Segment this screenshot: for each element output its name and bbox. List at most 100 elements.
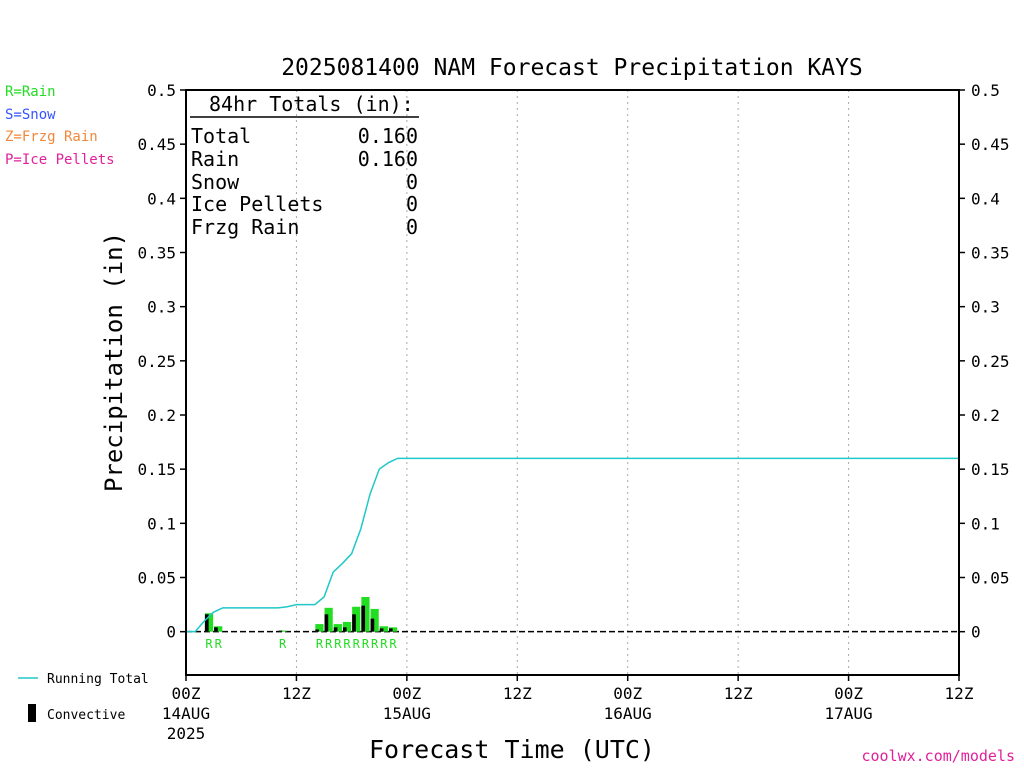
legend-snow: S=Snow xyxy=(5,107,56,123)
precip-type-code: R xyxy=(325,637,333,651)
running-total-line xyxy=(186,457,959,633)
credit-text: coolwx.com/models xyxy=(861,747,1015,765)
x-tick-label: 00Z xyxy=(613,684,642,703)
legend-frzg-rain: Z=Frzg Rain xyxy=(5,129,98,145)
totals-box: 84hr Totals (in): Total 0.160 Rain 0.160… xyxy=(190,92,419,239)
convective-bar xyxy=(333,627,338,632)
convective-bar xyxy=(379,628,384,632)
precip-bar xyxy=(315,624,324,632)
y-tick-label-left: 0 xyxy=(166,623,176,642)
legend-ice-pellets: P=Ice Pellets xyxy=(5,152,115,168)
precip-type-code: R xyxy=(279,637,287,651)
y-tick-label-right: 0 xyxy=(971,623,981,642)
precip-bar xyxy=(214,626,223,632)
precip-bar xyxy=(324,607,333,632)
precip-type-code: R xyxy=(389,637,397,651)
convective-bar xyxy=(388,628,393,632)
precip-bar xyxy=(388,627,398,632)
x-tick-label: 12Z xyxy=(503,684,532,703)
y-tick-label-left: 0.45 xyxy=(137,135,176,154)
chart-title: 2025081400 NAM Forecast Precipitation KA… xyxy=(281,55,863,81)
x-tick-date: 14AUG xyxy=(162,704,210,723)
vertical-gridlines xyxy=(295,90,850,675)
precip-type-code: R xyxy=(380,637,388,651)
precip-type-code: R xyxy=(334,637,342,651)
convective-bar xyxy=(214,627,218,632)
totals-header: 84hr Totals (in): xyxy=(209,92,414,116)
y-axis-label: Precipitation (in) xyxy=(100,232,128,492)
x-tick-label: 12Z xyxy=(945,684,974,703)
y-axis: 0 00.05 0.050.1 0.10.15 0.150.2 0.20.25 0.250.… xyxy=(137,81,1009,642)
convective-bar xyxy=(315,629,320,632)
precip-bar xyxy=(370,608,379,632)
plot-frame xyxy=(185,89,960,676)
x-tick-label: 12Z xyxy=(724,684,753,703)
precip-type-code: R xyxy=(362,637,370,651)
precip-type-legend: R=Rain S=Snow Z=Frzg Rain P=Ice Pellets xyxy=(5,84,115,168)
convective-bar xyxy=(370,618,375,632)
y-tick-label-left: 0.35 xyxy=(137,244,176,263)
y-tick-label-left: 0.2 xyxy=(147,406,176,425)
totals-label-snow: Snow xyxy=(191,170,240,194)
precip-bar xyxy=(342,621,352,632)
x-tick-date: 15AUG xyxy=(383,704,431,723)
precip-type-code: R xyxy=(371,637,379,651)
precip-bar xyxy=(278,630,287,632)
precip-type-code: R xyxy=(343,637,351,651)
convective-bar xyxy=(361,605,366,632)
convective-bar xyxy=(342,627,347,632)
precip-type-code: R xyxy=(316,637,324,651)
precip-bar xyxy=(204,613,214,632)
series-key: Running Total Convective xyxy=(18,672,149,723)
x-tick-label: 12Z xyxy=(282,684,311,703)
totals-label-ice-pellets: Ice Pellets xyxy=(191,192,323,216)
y-tick-label-right: 0.3 xyxy=(971,298,1000,317)
running-total-key-label: Running Total xyxy=(47,672,149,687)
totals-value-frzg-rain: 0 xyxy=(406,215,418,239)
x-axis-label: Forecast Time (UTC) xyxy=(369,735,655,764)
totals-label-rain: Rain xyxy=(191,147,239,171)
totals-value-snow: 0 xyxy=(406,170,418,194)
legend-rain: R=Rain xyxy=(5,84,56,100)
precip-type-code: R xyxy=(215,637,223,651)
x-tick-date: 16AUG xyxy=(604,704,652,723)
precip-bar xyxy=(361,597,370,632)
convective-key-label: Convective xyxy=(47,708,125,723)
y-tick-label-left: 0.3 xyxy=(147,298,176,317)
y-tick-label-right: 0.35 xyxy=(971,244,1010,263)
x-tick-label: 00Z xyxy=(172,684,201,703)
x-tick-label: 00Z xyxy=(834,684,863,703)
convective-bar xyxy=(278,630,283,632)
totals-value-ice-pellets: 0 xyxy=(406,192,418,216)
y-tick-label-left: 0.1 xyxy=(147,514,176,533)
y-tick-label-left: 0.5 xyxy=(147,81,176,100)
convective-bar xyxy=(352,614,356,632)
y-tick-label-right: 0.15 xyxy=(971,460,1010,479)
y-tick-label-right: 0.4 xyxy=(971,189,1000,208)
y-tick-label-right: 0.45 xyxy=(971,135,1010,154)
convective-bar xyxy=(204,614,209,632)
precip-bar xyxy=(379,626,388,632)
totals-label-frzg-rain: Frzg Rain xyxy=(191,215,299,239)
convective-key-swatch xyxy=(28,704,36,722)
precip-bar xyxy=(333,624,342,632)
y-tick-label-left: 0.05 xyxy=(137,569,176,588)
precip-bar xyxy=(352,606,361,632)
y-tick-label-right: 0.25 xyxy=(971,352,1010,371)
y-tick-label-left: 0.15 xyxy=(137,460,176,479)
y-tick-label-left: 0.25 xyxy=(137,352,176,371)
y-tick-label-left: 0.4 xyxy=(147,189,176,208)
totals-value-rain: 0.160 xyxy=(358,147,418,171)
x-tick-year: 2025 xyxy=(167,724,206,743)
y-tick-label-right: 0.05 xyxy=(971,569,1010,588)
totals-label-total: Total xyxy=(191,124,251,148)
y-tick-label-right: 0.5 xyxy=(971,81,1000,100)
y-tick-label-right: 0.2 xyxy=(971,406,1000,425)
x-tick-label: 00Z xyxy=(392,684,421,703)
precip-type-code: R xyxy=(205,637,213,651)
y-tick-label-right: 0.1 xyxy=(971,514,1000,533)
convective-bar xyxy=(324,614,329,632)
